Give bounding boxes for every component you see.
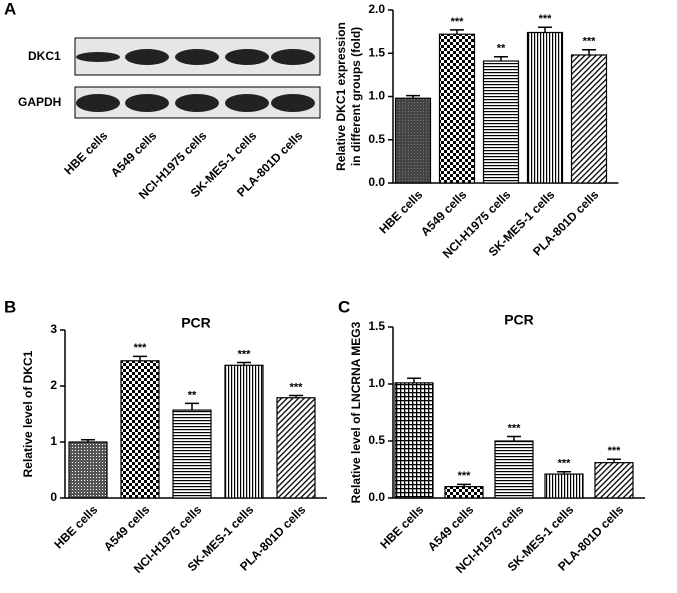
bar <box>482 60 520 184</box>
significance-label: *** <box>539 13 553 25</box>
panel-label: A <box>4 0 16 18</box>
significance-label: *** <box>134 342 148 354</box>
blot-band <box>225 94 269 112</box>
panel-label: B <box>4 297 16 316</box>
y-tick-label: 2 <box>50 378 57 392</box>
blot-band <box>271 49 315 65</box>
error-bar <box>237 361 251 366</box>
blot-band <box>76 94 120 112</box>
blot-band <box>175 94 219 112</box>
blot-band <box>125 94 169 112</box>
error-bar <box>494 55 508 62</box>
y-tick-label: 3 <box>50 322 57 336</box>
y-tick-label: 0.0 <box>368 490 385 504</box>
bar <box>394 97 432 184</box>
bar <box>526 31 564 184</box>
y-axis-label: in different groups (fold) <box>349 27 363 166</box>
error-bar <box>507 435 521 441</box>
bar <box>544 473 584 499</box>
significance-label: *** <box>558 458 572 470</box>
bar <box>120 360 160 499</box>
y-tick-label: 1.0 <box>368 376 385 390</box>
blot-band <box>175 49 219 65</box>
y-tick-label: 0.0 <box>368 175 385 189</box>
significance-label: ** <box>188 389 197 401</box>
panel-label: C <box>338 297 350 316</box>
bar <box>438 33 476 184</box>
x-tick-label: A549 cells <box>425 502 477 554</box>
bar <box>444 486 484 499</box>
y-tick-label: 0.5 <box>368 433 385 447</box>
error-bar <box>406 94 420 99</box>
y-axis-label: Relative level of DKC1 <box>21 350 35 477</box>
y-tick-label: 2.0 <box>368 2 385 16</box>
y-tick-label: 1.5 <box>368 319 385 333</box>
error-bar <box>450 29 464 35</box>
error-bar <box>133 355 147 361</box>
bar <box>494 440 534 499</box>
blot-band <box>271 94 315 112</box>
error-bar <box>557 471 571 475</box>
bar <box>594 462 634 499</box>
blot-band <box>76 52 120 62</box>
chart-title: PCR <box>181 315 211 331</box>
y-tick-label: 1.5 <box>368 45 385 59</box>
y-tick-label: 0.5 <box>368 132 385 146</box>
x-tick-label: HBE cells <box>377 502 426 551</box>
bar <box>276 397 316 499</box>
error-bar <box>81 439 95 442</box>
lane-label: A549 cells <box>108 128 160 180</box>
chart-title: PCR <box>504 312 534 328</box>
bar <box>570 54 608 184</box>
significance-label: *** <box>583 36 597 48</box>
error-bar <box>185 402 199 411</box>
error-bar <box>607 458 621 463</box>
error-bar <box>289 394 303 398</box>
significance-label: *** <box>608 445 622 457</box>
lane-label: HBE cells <box>61 128 110 177</box>
bar <box>224 364 264 499</box>
significance-label: *** <box>458 470 472 482</box>
error-bar <box>582 49 596 55</box>
y-tick-label: 1 <box>50 434 57 448</box>
blot-band-label: GAPDH <box>18 95 61 109</box>
y-tick-label: 0 <box>50 490 57 504</box>
significance-label: *** <box>451 16 465 28</box>
blot-band-label: DKC1 <box>28 49 61 63</box>
y-axis-label: Relative level of LNCRNA MEG3 <box>349 321 363 503</box>
bar <box>68 441 108 499</box>
bar <box>394 382 434 499</box>
significance-label: ** <box>497 43 506 55</box>
blot-band <box>225 49 269 65</box>
y-axis-label: Relative DKC1 expression <box>334 22 348 171</box>
significance-label: *** <box>508 422 522 434</box>
significance-label: *** <box>290 381 304 393</box>
error-bar <box>538 26 552 33</box>
error-bar <box>407 377 421 383</box>
blot-band <box>125 49 169 65</box>
bar <box>172 409 212 499</box>
significance-label: *** <box>238 348 252 360</box>
y-tick-label: 1.0 <box>368 89 385 103</box>
error-bar <box>457 483 471 487</box>
x-tick-label: HBE cells <box>51 502 100 551</box>
x-tick-label: A549 cells <box>101 502 153 554</box>
